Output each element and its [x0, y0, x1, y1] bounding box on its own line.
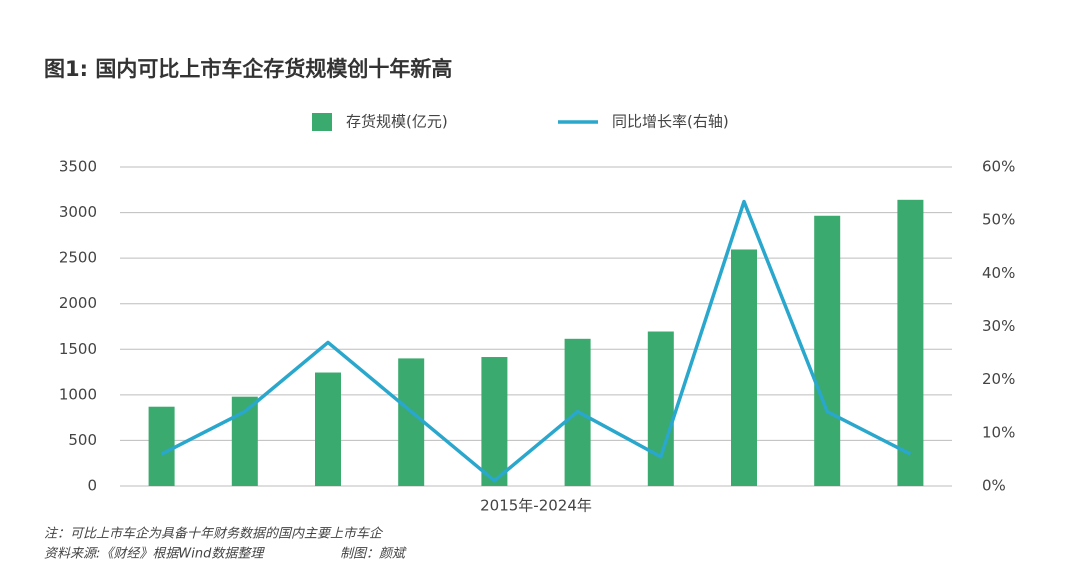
bar [398, 358, 425, 486]
y2-tick-label: 0% [982, 477, 1006, 495]
bar [148, 406, 175, 486]
legend-label: 同比增长率(右轴) [612, 113, 729, 131]
bar [647, 331, 674, 486]
y2-tick-label: 50% [982, 211, 1015, 229]
y-tick-label: 2500 [59, 249, 97, 267]
credit: 制图：颜斌 [340, 547, 407, 562]
chart-title: 图1: 国内可比上市车企存货规模创十年新高 [44, 57, 452, 81]
legend-label: 存货规模(亿元) [346, 113, 448, 131]
bar [481, 357, 508, 486]
bar [315, 372, 341, 486]
y-tick-label: 3500 [59, 158, 97, 176]
line [160, 199, 912, 483]
y-tick-label: 3000 [59, 203, 97, 221]
y-tick-label: 1000 [59, 385, 97, 403]
y2-tick-label: 40% [982, 264, 1015, 282]
y2-tick-label: 60% [982, 158, 1015, 176]
y-tick-label: 0 [87, 477, 97, 495]
y-tick-label: 1500 [59, 340, 97, 358]
legend-swatch [312, 113, 332, 131]
y2-tick-label: 20% [982, 370, 1015, 388]
y-tick-label: 500 [68, 431, 97, 449]
x-axis-label: 2015年-2024年 [480, 497, 592, 515]
y2-tick-label: 10% [982, 423, 1015, 441]
bar [897, 199, 924, 486]
y-tick-label: 2000 [59, 294, 97, 312]
note: 注：可比上市车企为具备十年财务数据的国内主要上市车企 [44, 526, 384, 542]
y2-tick-label: 30% [982, 317, 1015, 335]
bar [731, 249, 757, 486]
source: 资料来源:《财经》根据Wind数据整理 [44, 547, 265, 562]
bar [814, 215, 841, 487]
